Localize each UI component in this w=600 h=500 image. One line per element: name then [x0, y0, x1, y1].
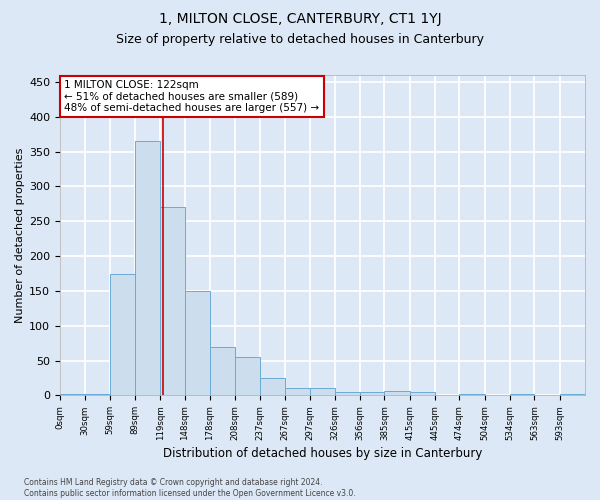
- Y-axis label: Number of detached properties: Number of detached properties: [15, 148, 25, 323]
- Bar: [85, 394, 110, 396]
- Text: Contains HM Land Registry data © Crown copyright and database right 2024.
Contai: Contains HM Land Registry data © Crown c…: [24, 478, 356, 498]
- Bar: [385, 392, 410, 396]
- Bar: [560, 394, 585, 396]
- Bar: [60, 394, 85, 396]
- Bar: [510, 394, 535, 396]
- Bar: [185, 291, 210, 396]
- Bar: [410, 392, 435, 396]
- Bar: [310, 388, 335, 396]
- X-axis label: Distribution of detached houses by size in Canterbury: Distribution of detached houses by size …: [163, 447, 482, 460]
- Bar: [335, 392, 360, 396]
- Bar: [285, 388, 310, 396]
- Text: Size of property relative to detached houses in Canterbury: Size of property relative to detached ho…: [116, 32, 484, 46]
- Bar: [235, 357, 260, 396]
- Bar: [460, 394, 485, 396]
- Text: 1 MILTON CLOSE: 122sqm
← 51% of detached houses are smaller (589)
48% of semi-de: 1 MILTON CLOSE: 122sqm ← 51% of detached…: [64, 80, 319, 113]
- Bar: [160, 208, 185, 396]
- Bar: [360, 392, 385, 396]
- Text: 1, MILTON CLOSE, CANTERBURY, CT1 1YJ: 1, MILTON CLOSE, CANTERBURY, CT1 1YJ: [158, 12, 442, 26]
- Bar: [135, 141, 160, 396]
- Bar: [110, 274, 135, 396]
- Bar: [260, 378, 285, 396]
- Bar: [210, 346, 235, 396]
